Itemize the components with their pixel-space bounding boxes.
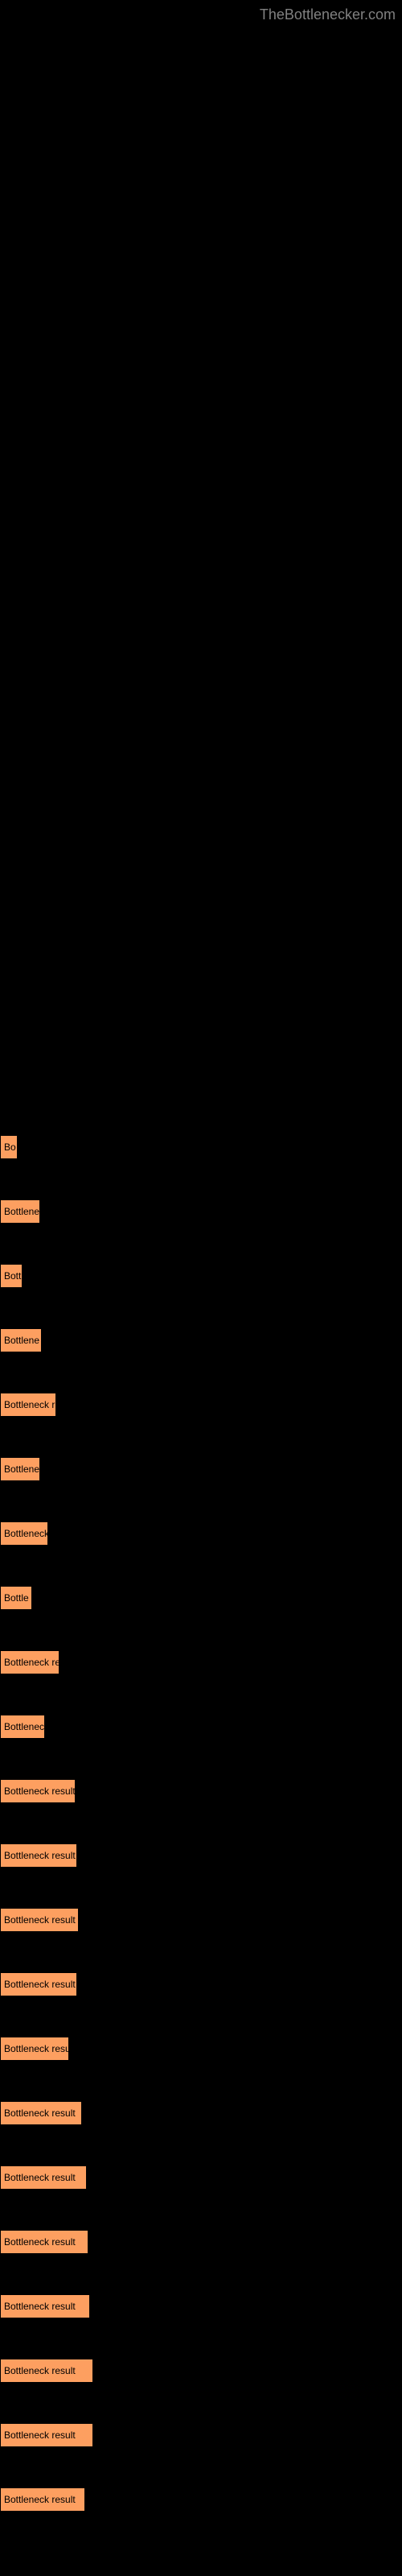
bar-row: Bottleneck result xyxy=(0,2101,402,2125)
bar-label: Bottlenec xyxy=(4,1721,44,1732)
bar-row: Bottleneck result xyxy=(0,2230,402,2254)
bar-label: Bott xyxy=(4,1270,21,1282)
bar-row: Bottleneck xyxy=(0,1521,402,1546)
bar: Bottle xyxy=(0,1586,32,1610)
bar: Bottlene xyxy=(0,1457,40,1481)
bar-label: Bottleneck resu xyxy=(4,2043,69,2054)
bar-row: Bottleneck result xyxy=(0,1972,402,1996)
bar: Bottleneck result xyxy=(0,1843,77,1868)
bar-label: Bottleneck result xyxy=(4,2494,76,2505)
bar: Bottlenec xyxy=(0,1715,45,1739)
bar: Bottleneck xyxy=(0,1521,48,1546)
bar: Bottlene xyxy=(0,1328,42,1352)
bar-row: Bottleneck result xyxy=(0,2165,402,2190)
bar: Bottleneck result xyxy=(0,1972,77,1996)
bar-row: Bottlenec xyxy=(0,1715,402,1739)
bar-row: Bottleneck result xyxy=(0,1843,402,1868)
bar-row: Bottleneck resu xyxy=(0,2037,402,2061)
bar-row: Bottleneck re xyxy=(0,1650,402,1674)
bar-label: Bottleneck xyxy=(4,1528,48,1539)
bar-row: Bottleneck r xyxy=(0,1393,402,1417)
bar-label: Bottlene xyxy=(4,1206,39,1217)
bar-label: Bottleneck result xyxy=(4,2429,76,2441)
bar-label: Bottleneck result xyxy=(4,2172,76,2183)
bar-label: Bottlene xyxy=(4,1463,39,1475)
bar-row: Bottleneck result xyxy=(0,2359,402,2383)
bar: Bottleneck result xyxy=(0,2487,85,2512)
bar-label: Bottleneck result xyxy=(4,2301,76,2312)
bar-row: Bottleneck result xyxy=(0,1908,402,1932)
bar-label: Bottleneck re xyxy=(4,1657,59,1668)
bar-row: Bottleneck result xyxy=(0,2487,402,2512)
bar: Bottleneck result xyxy=(0,2359,93,2383)
bar-label: Bottlene xyxy=(4,1335,39,1346)
bar-row: Bottlene xyxy=(0,1328,402,1352)
bar-row: Bo xyxy=(0,1135,402,1159)
bar-label: Bottleneck result xyxy=(4,1850,76,1861)
bar: Bottleneck resu xyxy=(0,2037,69,2061)
bar: Bottleneck result xyxy=(0,2165,87,2190)
bar: Bottleneck result xyxy=(0,1908,79,1932)
bar-label: Bottleneck result xyxy=(4,2365,76,2376)
bar-row: Bottleneck result xyxy=(0,2423,402,2447)
bar: Bottleneck result xyxy=(0,2423,93,2447)
bar-label: Bottleneck result xyxy=(4,1979,76,1990)
bar: Bottleneck re xyxy=(0,1650,59,1674)
bar-row: Bottlene xyxy=(0,1457,402,1481)
bar-row: Bott xyxy=(0,1264,402,1288)
bar: Bottlene xyxy=(0,1199,40,1224)
bar-label: Bottle xyxy=(4,1592,29,1604)
bars-container: Bo Bottlene Bott Bottlene Bottleneck r Bottle… xyxy=(0,1135,402,2552)
bar: Bottleneck result xyxy=(0,2294,90,2318)
bar-label: Bo xyxy=(4,1141,16,1153)
bar-label: Bottleneck result xyxy=(4,1785,76,1797)
bar-label: Bottleneck result xyxy=(4,1914,76,1926)
bar: Bott xyxy=(0,1264,23,1288)
bar-row: Bottleneck result xyxy=(0,2294,402,2318)
bar-label: Bottleneck result xyxy=(4,2107,76,2119)
bar: Bottleneck r xyxy=(0,1393,56,1417)
bar-label: Bottleneck r xyxy=(4,1399,55,1410)
bar-row: Bottlene xyxy=(0,1199,402,1224)
bar: Bottleneck result xyxy=(0,2230,88,2254)
watermark-text: TheBottlenecker.com xyxy=(260,6,396,23)
bar: Bottleneck result xyxy=(0,1779,76,1803)
bar-row: Bottle xyxy=(0,1586,402,1610)
bar-row: Bottleneck result xyxy=(0,1779,402,1803)
bar: Bottleneck result xyxy=(0,2101,82,2125)
bar-label: Bottleneck result xyxy=(4,2236,76,2248)
bar: Bo xyxy=(0,1135,18,1159)
